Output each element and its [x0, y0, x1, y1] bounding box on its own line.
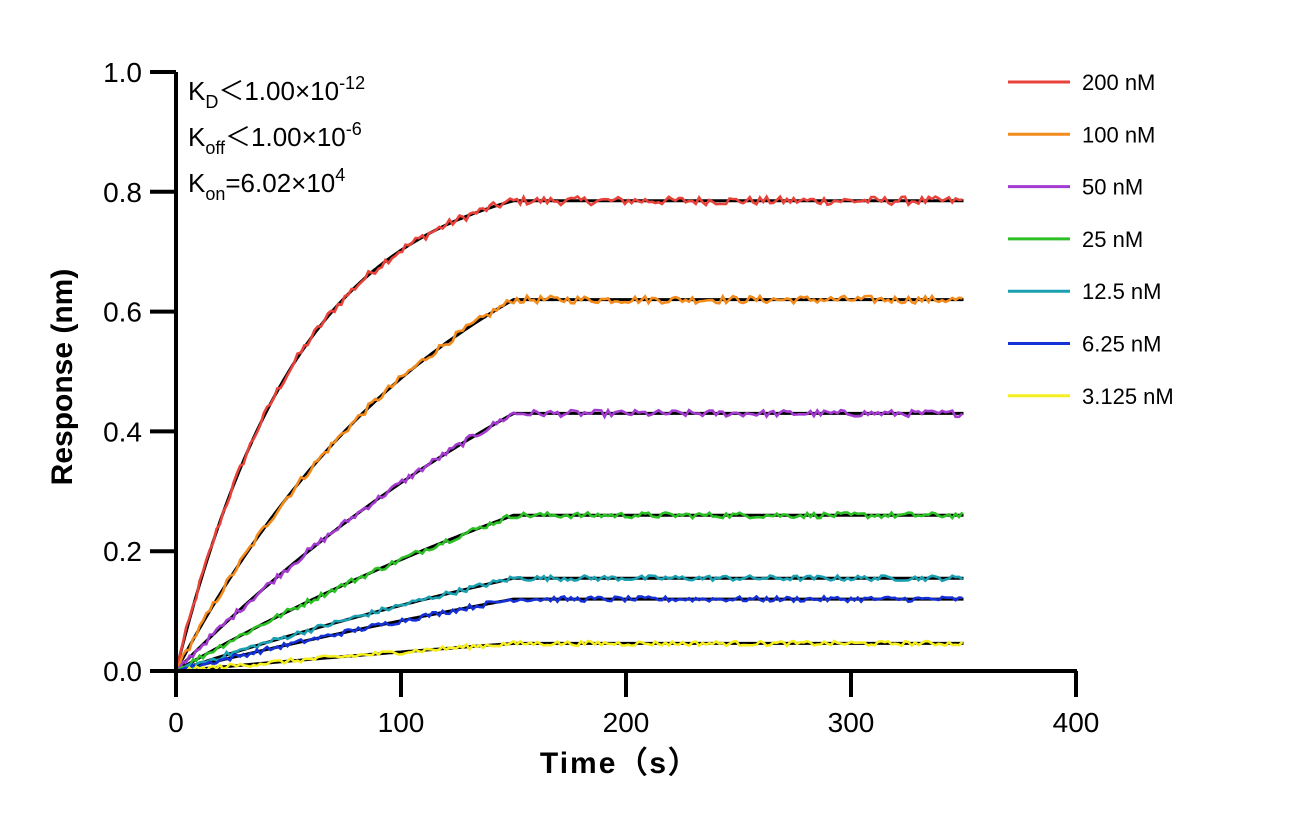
- legend-label: 100 nM: [1082, 122, 1155, 147]
- x-tick-label: 300: [828, 707, 875, 738]
- x-tick-label: 400: [1053, 707, 1100, 738]
- series-curve: [175, 573, 964, 673]
- kinetic-constant: Koff＜1.00×10-6: [188, 119, 362, 158]
- data-curves: [174, 194, 964, 674]
- kinetic-constants: KD＜1.00×10-12 Koff＜1.00×10-6 Kon=6.02×104: [188, 73, 365, 204]
- fit-curve: [175, 576, 964, 673]
- y-tick-label: 0.8: [103, 177, 142, 208]
- fit-curve: [175, 513, 964, 673]
- y-tick-label: 0.6: [103, 297, 142, 328]
- legend-label: 3.125 nM: [1082, 384, 1174, 409]
- y-tick-label: 0.0: [103, 656, 142, 687]
- y-ticks: 0.0 0.2 0.4 0.6 0.8 1.0: [103, 57, 176, 687]
- x-tick-label: 100: [378, 707, 425, 738]
- series-curve: [174, 293, 963, 672]
- series-curve: [175, 639, 964, 674]
- x-tick-label: 0: [168, 707, 184, 738]
- y-tick-label: 0.2: [103, 536, 142, 567]
- fit-curve: [175, 641, 964, 673]
- legend: 200 nM 100 nM 50 nM 25 nM 12.5 nM 6.25 nM 3.12…: [1008, 70, 1174, 409]
- x-ticks: 0 100 200 300 400: [168, 671, 1099, 738]
- series-curve: [175, 407, 964, 672]
- fit-curve: [174, 411, 964, 673]
- x-tick-label: 200: [603, 707, 650, 738]
- fit-curve: [174, 298, 964, 672]
- y-tick-label: 0.4: [103, 416, 142, 447]
- legend-label: 200 nM: [1082, 70, 1155, 95]
- legend-label: 25 nM: [1082, 227, 1143, 252]
- kinetic-constant: KD＜1.00×10-12: [188, 73, 365, 112]
- legend-label: 50 nM: [1082, 175, 1143, 200]
- series-curve: [175, 510, 964, 673]
- legend-label: 12.5 nM: [1082, 279, 1162, 304]
- kinetic-constant: Kon=6.02×104: [188, 165, 345, 204]
- series-curve: [175, 594, 963, 673]
- series-curve: [174, 194, 963, 672]
- y-axis-title: Response (nm): [46, 269, 79, 486]
- x-axis-title: Time（s）: [540, 746, 700, 780]
- y-tick-label: 1.0: [103, 57, 142, 88]
- legend-label: 6.25 nM: [1082, 332, 1162, 357]
